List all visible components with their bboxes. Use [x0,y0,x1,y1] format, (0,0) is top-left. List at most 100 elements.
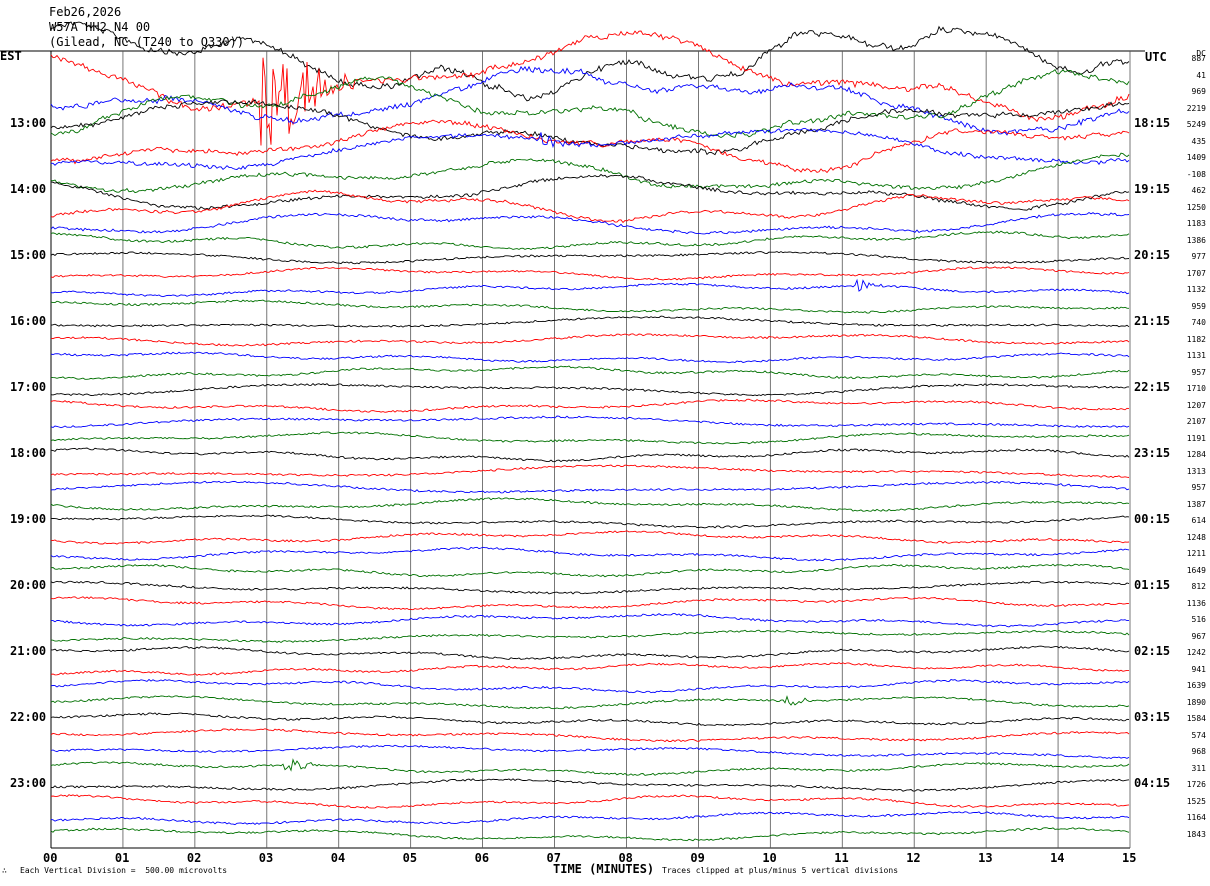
utc-hour-label: 21:15 [1134,314,1171,328]
dc-offset-value: 1387 [1186,499,1206,509]
x-tick-label: 02 [186,851,202,865]
dc-offset-value: 1164 [1186,813,1206,822]
dc-offset-value: 462 [1191,186,1206,195]
dc-offset-value: 740 [1191,318,1206,327]
trace-line [50,230,1130,251]
est-hour-label: 23:00 [10,776,47,790]
x-tick-label: 13 [978,851,993,865]
x-tick-label: 06 [474,851,490,865]
trace-line [50,811,1130,826]
x-tick-label: 01 [114,851,130,865]
trace-line [50,827,1130,842]
utc-hour-label: 22:15 [1134,380,1171,394]
utc-hour-label: 01:15 [1134,578,1171,592]
trace-line [50,365,1130,380]
trace-line [50,728,1130,743]
seismic-traces [50,21,1130,842]
left-zone-label: EST [0,49,22,63]
utc-hour-label: 23:15 [1134,446,1171,460]
dc-offset-value: 1386 [1186,235,1206,245]
utc-hour-label: 18:15 [1134,116,1171,130]
trace-line [51,613,1130,628]
x-tick-label: 08 [618,851,633,865]
trace-line [50,21,1130,102]
trace-line [50,678,1130,694]
dc-offset-value: 1726 [1186,780,1206,789]
dc-offset-value: 1584 [1186,714,1206,723]
dc-offset-value: 435 [1191,136,1206,146]
dc-offset-value: 1191 [1186,433,1206,443]
est-hour-label: 18:00 [10,446,47,460]
trace-line [51,645,1130,660]
dc-offset-value: 311 [1191,763,1206,773]
trace-line [50,629,1130,644]
division-note: Each Vertical Division = 500.00 microvol… [20,866,228,875]
x-tick-label: 11 [834,851,849,865]
utc-hour-label: 20:15 [1134,248,1171,262]
trace-line [50,315,1130,328]
trace-line [50,251,1130,265]
trace-line [51,127,1130,171]
trace-line [50,514,1130,529]
x-tick-label: 15 [1122,851,1137,865]
trace-line [50,383,1129,397]
dc-offset-value: 1710 [1186,384,1206,393]
est-hour-label: 17:00 [10,380,47,394]
dc-offset-value: 41 [1196,70,1206,80]
trace-line [50,351,1130,364]
dc-offset-value: -108 [1186,169,1206,179]
dc-offset-value: 2219 [1186,103,1206,113]
trace-line [50,662,1129,676]
est-hour-label: 13:00 [10,116,47,130]
x-tick-label: 05 [402,851,418,865]
dc-offset-value: 1313 [1186,466,1206,476]
dc-offset-value: 969 [1191,87,1206,96]
trace-line [50,497,1130,512]
dc-offset-value: 957 [1191,367,1206,377]
trace-line [50,431,1130,445]
trace-line [50,580,1130,595]
trace-line [50,596,1130,611]
trace-line [50,480,1130,494]
trace-line [50,65,1130,136]
trace-line [50,333,1130,347]
trace-line [50,415,1130,429]
x-tick-label: 09 [690,851,705,865]
dc-offset-value: 2107 [1186,417,1206,426]
trace-line [50,173,1130,211]
dc-offset-value: 1136 [1186,598,1206,608]
est-hour-label: 15:00 [10,248,47,262]
trace-line [50,464,1130,479]
est-hour-label: 16:00 [10,314,47,328]
est-hour-label: 20:00 [10,578,47,592]
x-tick-label: 03 [258,851,274,865]
trace-line [50,712,1130,727]
utc-hour-label: 04:15 [1134,776,1171,790]
trace-line [50,152,1130,194]
x-tick-label: 04 [330,851,346,865]
dc-offset-value: 957 [1191,483,1206,492]
dc-offset-value: 1182 [1186,334,1206,344]
x-tick-label: 14 [1050,851,1065,865]
dc-offset-value: 1248 [1186,532,1206,542]
station-label: (Gilead, NC (T240 to Q330)) [49,35,245,49]
dc-offset-value: 1284 [1186,450,1206,459]
trace-line [50,189,1130,224]
dc-offset-value: 1211 [1186,549,1206,558]
dc-offset-value: 968 [1191,747,1206,756]
dc-offset-value: 1207 [1186,400,1206,410]
x-axis-title: TIME (MINUTES) [553,862,655,876]
corner-mark: ∴ [2,866,7,875]
dc-offset-value: 5249 [1186,120,1206,129]
trace-line [50,99,1130,156]
est-hour-label: 14:00 [10,182,47,196]
trace-line [50,744,1130,760]
trace-line [50,695,1130,710]
trace-line [50,563,1130,578]
dc-offset-value: 967 [1191,631,1206,641]
dc-offset-value: 516 [1191,615,1206,624]
trace-line [50,299,1130,314]
dc-offset-value: 1843 [1186,829,1206,839]
trace-line [50,119,1130,174]
